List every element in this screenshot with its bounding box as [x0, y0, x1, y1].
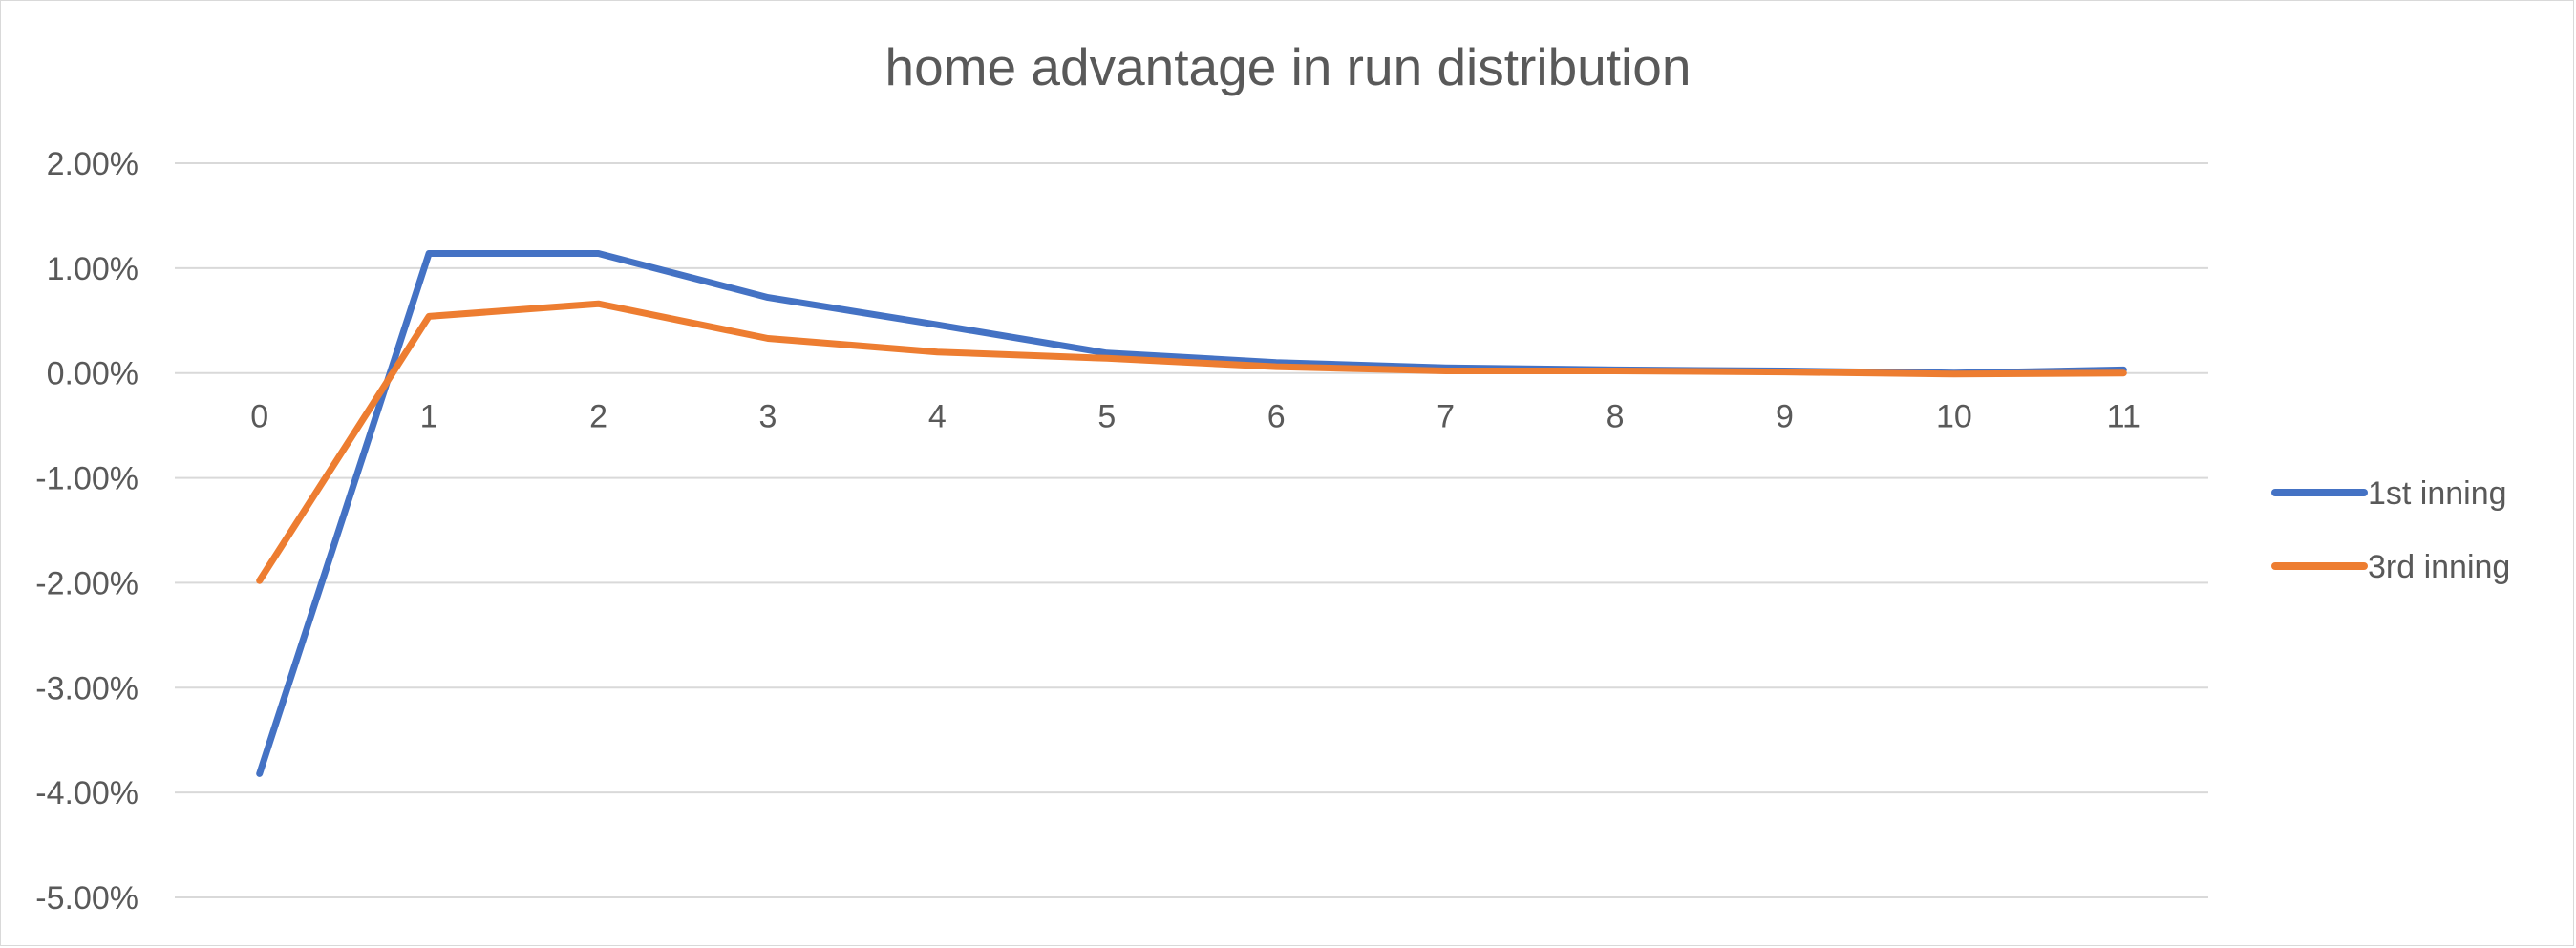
y-tick-label: -3.00%: [35, 670, 138, 706]
legend-label: 3rd inning: [2368, 549, 2510, 585]
series-lines: [256, 250, 2127, 777]
legend: 1st inning 3rd inning: [2271, 475, 2510, 585]
x-tick-label: 11: [2107, 399, 2140, 435]
x-tick-label: 5: [1097, 399, 1116, 435]
x-tick-label: 0: [250, 399, 268, 435]
x-tick-label: 9: [1776, 399, 1794, 435]
y-tick-label: -2.00%: [35, 565, 138, 601]
y-tick-label: 0.00%: [47, 356, 138, 392]
y-tick-label: -5.00%: [35, 880, 138, 916]
x-tick-label: 10: [1936, 399, 1972, 435]
y-tick-label: -1.00%: [35, 461, 138, 497]
x-tick-label: 7: [1437, 399, 1455, 435]
series-line-1: [256, 250, 2127, 777]
legend-label: 1st inning: [2368, 475, 2507, 512]
x-axis-tick-labels: 0 1 2 3 4 5 6 7 8 9 10 11: [250, 399, 2140, 435]
x-tick-label: 2: [589, 399, 607, 435]
x-tick-label: 3: [758, 399, 777, 435]
series-line-2: [256, 300, 2127, 584]
x-tick-label: 6: [1267, 399, 1286, 435]
y-tick-label: 2.00%: [47, 146, 138, 182]
x-tick-label: 4: [928, 399, 947, 435]
y-tick-label: -4.00%: [35, 775, 138, 811]
y-axis-tick-labels: 2.00% 1.00% 0.00% -1.00% -2.00% -3.00% -4.00% -…: [35, 146, 138, 916]
gridlines: [175, 162, 2208, 898]
chart-title: home advantage in run distribution: [884, 37, 1692, 96]
x-tick-label: 8: [1607, 399, 1625, 435]
x-tick-label: 1: [420, 399, 438, 435]
y-tick-label: 1.00%: [47, 251, 138, 287]
